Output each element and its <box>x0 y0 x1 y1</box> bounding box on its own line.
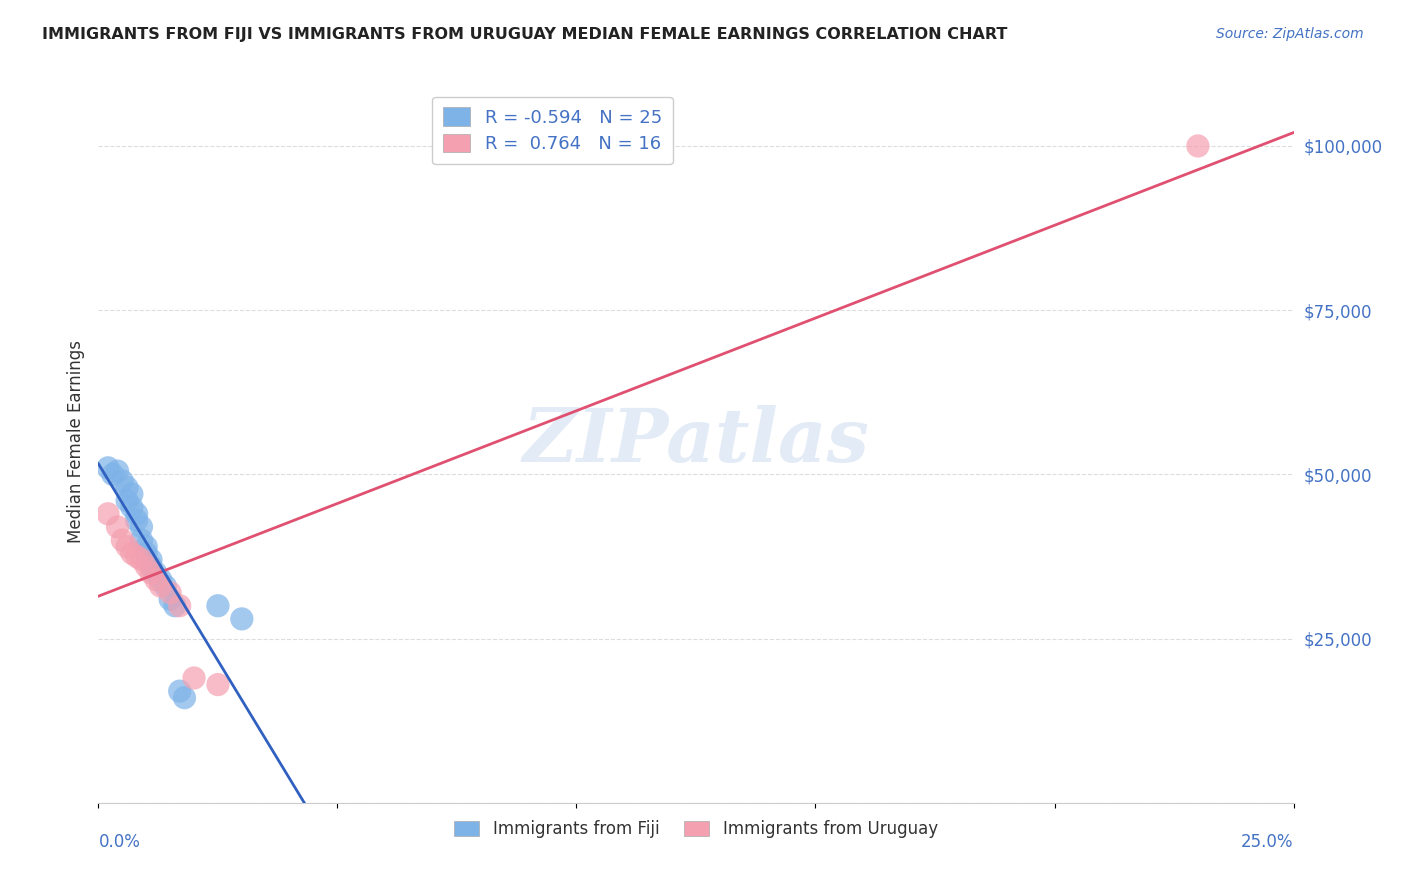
Point <box>159 592 181 607</box>
Point <box>159 585 181 599</box>
Point <box>139 566 162 580</box>
Point <box>125 507 148 521</box>
Point <box>125 549 148 564</box>
Point <box>121 500 143 515</box>
Point <box>115 481 138 495</box>
Point <box>1187 139 1209 153</box>
Point <box>121 546 143 560</box>
Point <box>101 467 124 482</box>
Text: Source: ZipAtlas.com: Source: ZipAtlas.com <box>1216 27 1364 41</box>
Point <box>97 460 120 475</box>
Text: 0.0%: 0.0% <box>98 833 141 851</box>
Point <box>115 540 138 554</box>
Point <box>163 599 186 613</box>
Point <box>139 553 162 567</box>
Point <box>131 553 153 567</box>
Point <box>149 579 172 593</box>
Point <box>139 559 162 574</box>
Point <box>97 507 120 521</box>
Y-axis label: Median Female Earnings: Median Female Earnings <box>66 340 84 543</box>
Text: ZIPatlas: ZIPatlas <box>523 405 869 478</box>
Point <box>107 464 129 478</box>
Point <box>121 487 143 501</box>
Point <box>145 573 167 587</box>
Point <box>207 599 229 613</box>
Point <box>135 559 157 574</box>
Point <box>115 493 138 508</box>
Point <box>131 520 153 534</box>
Point <box>207 677 229 691</box>
Legend: Immigrants from Fiji, Immigrants from Uruguay: Immigrants from Fiji, Immigrants from Ur… <box>447 814 945 845</box>
Point <box>111 474 134 488</box>
Point <box>107 520 129 534</box>
Point <box>169 599 191 613</box>
Text: 25.0%: 25.0% <box>1241 833 1294 851</box>
Point <box>173 690 195 705</box>
Point <box>155 579 177 593</box>
Point <box>135 546 157 560</box>
Point <box>149 573 172 587</box>
Point <box>131 533 153 547</box>
Point <box>231 612 253 626</box>
Point <box>183 671 205 685</box>
Point <box>169 684 191 698</box>
Point <box>125 513 148 527</box>
Point <box>145 566 167 580</box>
Point <box>111 533 134 547</box>
Text: IMMIGRANTS FROM FIJI VS IMMIGRANTS FROM URUGUAY MEDIAN FEMALE EARNINGS CORRELATI: IMMIGRANTS FROM FIJI VS IMMIGRANTS FROM … <box>42 27 1008 42</box>
Point <box>135 540 157 554</box>
